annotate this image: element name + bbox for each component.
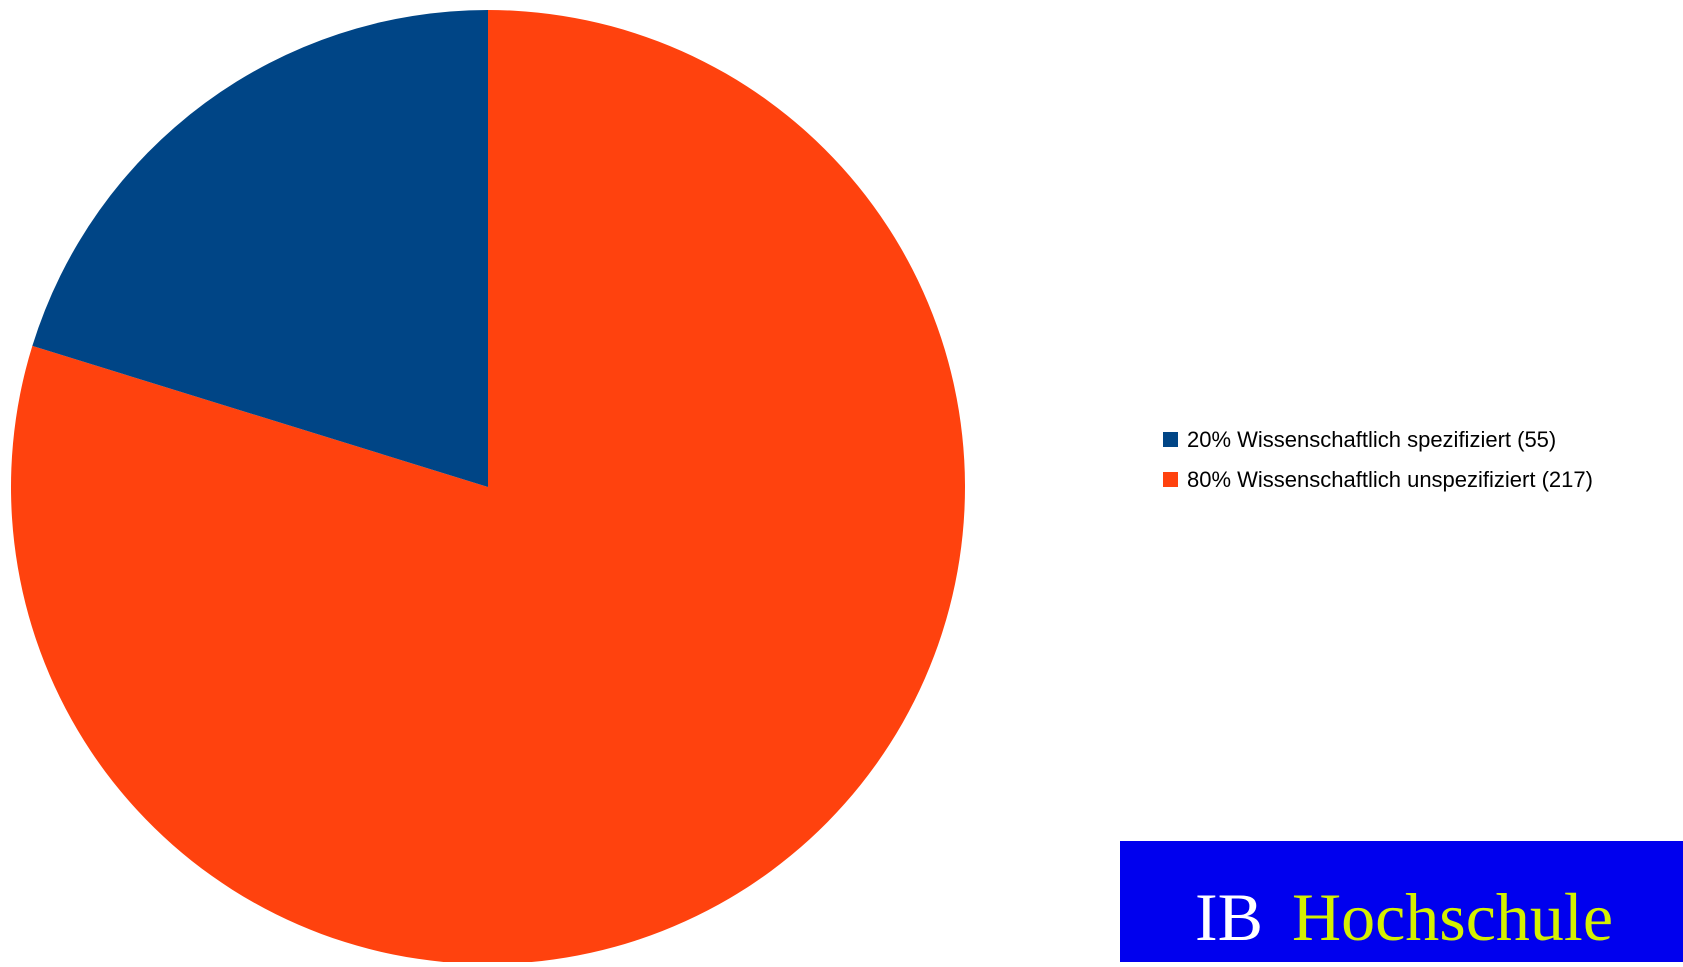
legend-label-1: 20% Wissenschaftlich spezifiziert (55) — [1187, 427, 1556, 452]
legend: 20% Wissenschaftlich spezifiziert (55) 80… — [1163, 427, 1593, 492]
legend-label-2: 80% Wissenschaftlich unspezifiziert (217… — [1187, 467, 1593, 492]
logo-name: Hochschule — [1292, 879, 1613, 955]
logo-text: IB Hochschule — [1195, 879, 1613, 955]
pie-slices — [10, 10, 965, 965]
legend-swatch-1 — [1163, 432, 1178, 447]
pie-slice-1 — [32, 10, 488, 487]
logo-background — [1120, 841, 1683, 962]
logo-prefix: IB — [1195, 879, 1263, 955]
ib-hochschule-logo: IB Hochschule — [1120, 841, 1683, 962]
pie-slice-2 — [10, 10, 965, 965]
legend-swatch-2 — [1163, 472, 1178, 487]
